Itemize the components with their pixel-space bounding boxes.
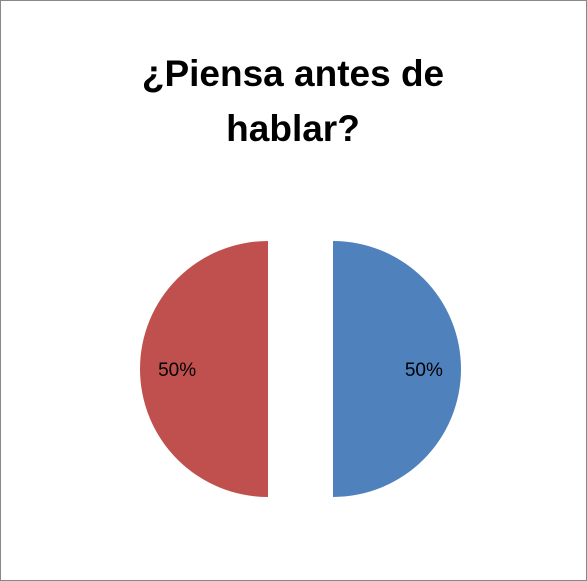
pie-slice <box>140 241 268 497</box>
data-label: 50% <box>158 360 196 381</box>
data-label: 50% <box>405 360 443 381</box>
chart-title: ¿Piensa antes de hablar? <box>141 53 445 149</box>
pie-slice <box>333 241 461 497</box>
